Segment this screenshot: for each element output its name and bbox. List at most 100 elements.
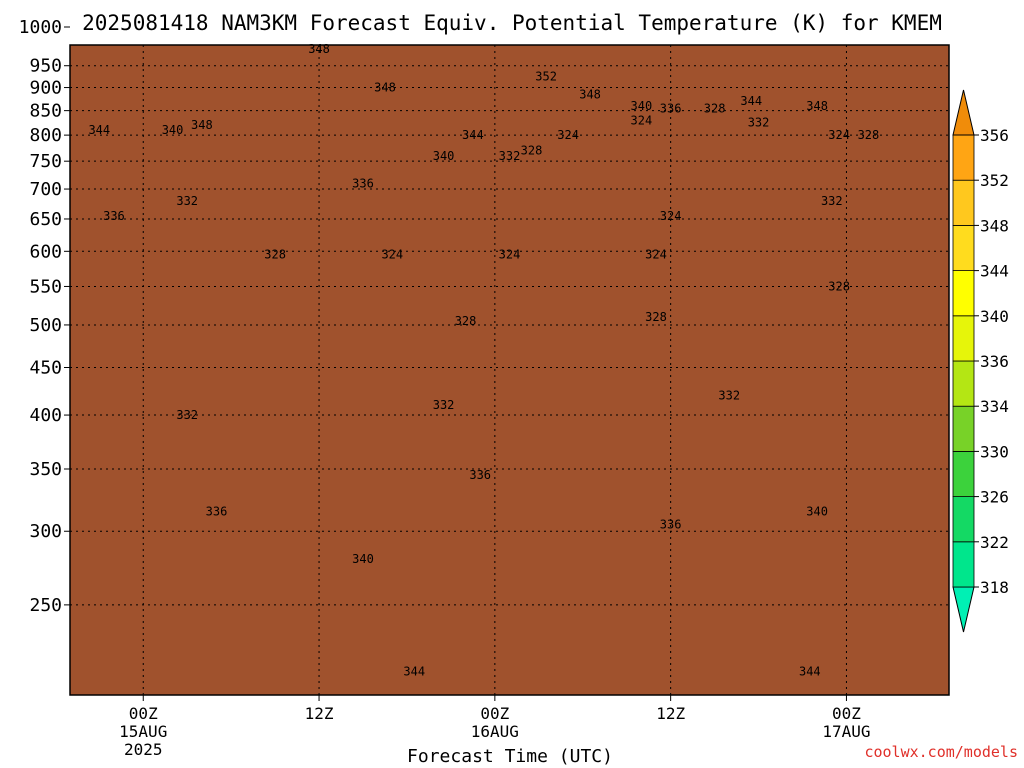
contour-label: 344 bbox=[799, 664, 821, 678]
contour-label: 324 bbox=[499, 248, 521, 262]
colorbar-segment bbox=[952, 360, 975, 407]
contour-label: 336 bbox=[660, 101, 682, 115]
colorbar-segment bbox=[952, 179, 975, 226]
contour-label: 324 bbox=[828, 128, 850, 142]
x-tick-label: 00Z bbox=[832, 704, 861, 723]
colorbar-segment bbox=[952, 450, 975, 497]
contour-label: 328 bbox=[645, 310, 667, 324]
colorbar-label: 336 bbox=[980, 352, 1009, 371]
colorbar-label: 344 bbox=[980, 262, 1009, 281]
contour-label: 340 bbox=[631, 99, 653, 113]
contour-label: 352 bbox=[535, 69, 557, 83]
y-tick-label: 750 bbox=[29, 151, 62, 172]
contour-label: 328 bbox=[704, 101, 726, 115]
colorbar-segment bbox=[952, 541, 975, 588]
x-axis-label: Forecast Time (UTC) bbox=[407, 746, 613, 767]
contour-label: 344 bbox=[740, 94, 762, 108]
y-tick-label: 800 bbox=[29, 125, 62, 146]
contour-label: 340 bbox=[352, 552, 374, 566]
y-tick-label: 250 bbox=[29, 595, 62, 616]
colorbar-label: 322 bbox=[980, 533, 1009, 552]
y-tick-label: 400 bbox=[29, 405, 62, 426]
colorbar-label: 334 bbox=[980, 397, 1009, 416]
ground-surface bbox=[70, 45, 949, 695]
contour-label: 332 bbox=[748, 116, 770, 130]
contour-label: 340 bbox=[806, 505, 828, 519]
contour-label: 348 bbox=[806, 99, 828, 113]
colorbar-lower-arrow bbox=[952, 586, 975, 633]
contour-label: 348 bbox=[374, 81, 396, 95]
contour-label: 340 bbox=[162, 123, 184, 137]
y-tick-label: 950 bbox=[29, 56, 62, 77]
y-tick-label: 450 bbox=[29, 357, 62, 378]
contour-label: 328 bbox=[858, 128, 880, 142]
contour-label: 348 bbox=[308, 42, 330, 56]
colorbar-segment bbox=[952, 315, 975, 362]
y-tick-label: 500 bbox=[29, 315, 62, 336]
contour-label: 336 bbox=[206, 505, 228, 519]
contour-label: 332 bbox=[821, 194, 843, 208]
colorbar-label: 340 bbox=[980, 307, 1009, 326]
colorbar-label: 356 bbox=[980, 126, 1009, 145]
contour-label: 336 bbox=[660, 518, 682, 532]
x-tick-label: 15AUG bbox=[119, 722, 167, 741]
contour-label: 332 bbox=[176, 408, 198, 422]
x-tick-label: 12Z bbox=[305, 704, 334, 723]
y-tick-label: 600 bbox=[29, 241, 62, 262]
x-tick-label: 00Z bbox=[480, 704, 509, 723]
colorbar-segment bbox=[952, 270, 975, 317]
y-tick-label: 1000 bbox=[19, 17, 62, 38]
colorbar-segment bbox=[952, 496, 975, 543]
y-tick-label: 700 bbox=[29, 179, 62, 200]
y-tick-label: 650 bbox=[29, 209, 62, 230]
colorbar-label: 326 bbox=[980, 488, 1009, 507]
contour-label: 340 bbox=[433, 149, 455, 163]
contour-label: 332 bbox=[176, 194, 198, 208]
y-tick-label: 900 bbox=[29, 78, 62, 99]
contour-label: 336 bbox=[352, 176, 374, 190]
colorbar-label: 318 bbox=[980, 578, 1009, 597]
x-tick-label: 12Z bbox=[656, 704, 685, 723]
y-tick-label: 350 bbox=[29, 459, 62, 480]
x-tick-label: 2025 bbox=[124, 740, 163, 759]
contour-label: 324 bbox=[631, 113, 653, 127]
contour-label: 332 bbox=[433, 398, 455, 412]
y-tick-label: 850 bbox=[29, 101, 62, 122]
colorbar-segment bbox=[952, 134, 975, 181]
contour-label: 336 bbox=[469, 468, 491, 482]
contour-label: 332 bbox=[499, 149, 521, 163]
contour-label: 344 bbox=[88, 123, 110, 137]
x-tick-label: 00Z bbox=[129, 704, 158, 723]
contour-label: 324 bbox=[381, 248, 403, 262]
colorbar-segment bbox=[952, 405, 975, 452]
x-tick-label: 17AUG bbox=[822, 722, 870, 741]
colorbar-label: 330 bbox=[980, 442, 1009, 461]
contour-label: 328 bbox=[521, 144, 543, 158]
contour-label: 336 bbox=[103, 209, 125, 223]
colorbar-upper-arrow bbox=[952, 89, 975, 136]
chart-title: 2025081418 NAM3KM Forecast Equiv. Potent… bbox=[82, 11, 942, 35]
plot-area bbox=[70, 45, 949, 695]
colorbar-segment bbox=[952, 224, 975, 271]
contour-label: 328 bbox=[828, 279, 850, 293]
watermark: coolwx.com/models bbox=[864, 743, 1018, 761]
colorbar: 318 322 326 330 334 336 340 344 348 352 356 bbox=[952, 89, 1009, 633]
contour-label: 324 bbox=[557, 128, 579, 142]
y-tick-label: 300 bbox=[29, 521, 62, 542]
contour-label: 344 bbox=[403, 664, 425, 678]
contour-label: 348 bbox=[191, 118, 213, 132]
y-axis: 2503003504004505005506006507007508008509… bbox=[19, 17, 70, 616]
contour-label: 324 bbox=[660, 209, 682, 223]
contour-label: 324 bbox=[645, 248, 667, 262]
colorbar-label: 348 bbox=[980, 216, 1009, 235]
grid-lines bbox=[70, 45, 949, 695]
contour-label: 332 bbox=[718, 388, 740, 402]
x-tick-label: 16AUG bbox=[471, 722, 519, 741]
y-tick-label: 550 bbox=[29, 276, 62, 297]
contour-label: 348 bbox=[579, 87, 601, 101]
colorbar-label: 352 bbox=[980, 171, 1009, 190]
contour-label: 328 bbox=[455, 314, 477, 328]
